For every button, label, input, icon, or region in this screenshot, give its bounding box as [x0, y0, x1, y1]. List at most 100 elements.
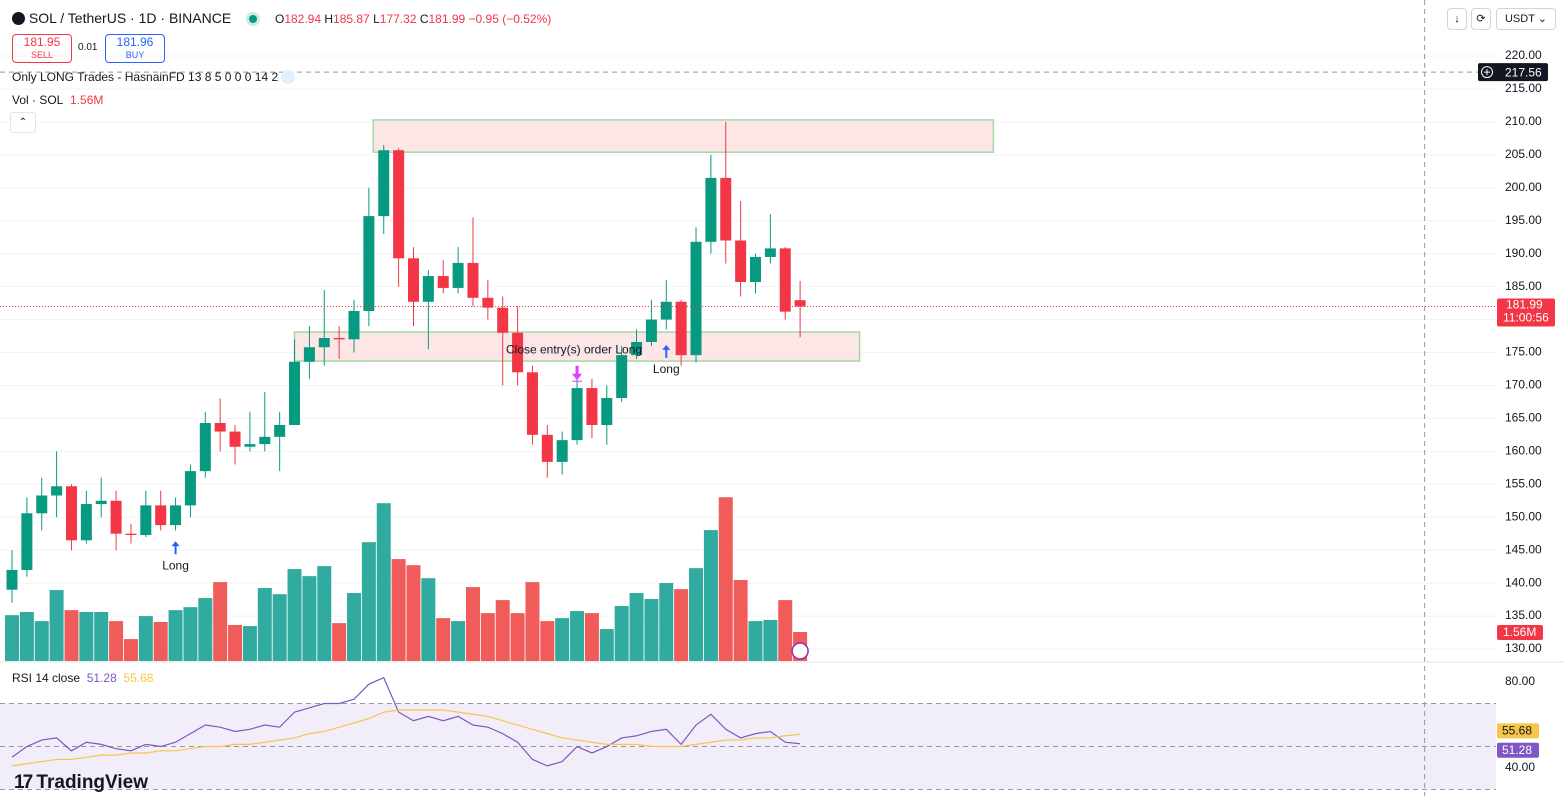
candle-body	[303, 347, 315, 362]
candle-body	[36, 495, 48, 514]
volume-bar	[347, 593, 362, 661]
volume-bar	[257, 588, 272, 661]
rsi-title: RSI 14 close	[12, 671, 81, 685]
volume-bar	[718, 497, 733, 661]
volume-bar	[213, 582, 228, 661]
candle-body	[541, 434, 553, 462]
candle-body	[779, 248, 791, 312]
strategy-legend[interactable]: Only LONG Trades - HasnainFD 13 8 5 0 0 …	[12, 70, 296, 84]
value-label: 51.28	[1502, 743, 1532, 757]
volume-bar	[733, 580, 748, 661]
collapse-button[interactable]: ⌃	[10, 112, 36, 133]
y-tick-label: 210.00	[1505, 114, 1542, 128]
y-tick-label: 170.00	[1505, 378, 1542, 392]
volume-label: 1.56M	[1503, 625, 1536, 639]
signal-label: Long	[653, 362, 680, 376]
crosshair-plus	[1481, 66, 1493, 79]
y-tick-label: 165.00	[1505, 411, 1542, 425]
candle-body	[170, 505, 182, 526]
volume-bar	[436, 618, 451, 661]
volume-bar	[49, 590, 64, 661]
zone	[293, 331, 861, 362]
candle-body	[601, 397, 613, 425]
volume-bar	[361, 542, 376, 661]
volume-bar	[64, 610, 79, 661]
y-tick-label: 205.00	[1505, 147, 1542, 161]
volume-bar	[703, 530, 718, 661]
ohlc-low: 177.32	[379, 12, 417, 26]
candle-body	[526, 372, 538, 435]
sell-price: 181.95	[23, 35, 61, 49]
volume-bar	[451, 621, 466, 661]
sell-button[interactable]: 181.95 SELL	[12, 34, 72, 63]
volume-bar	[79, 611, 94, 661]
volume-bar	[272, 594, 287, 661]
volume-bar	[228, 624, 243, 661]
candle-body	[155, 505, 167, 526]
candle-body	[80, 504, 92, 541]
candle-body	[705, 177, 717, 242]
symbol[interactable]: SOL / TetherUS · 1D · BINANCE	[28, 10, 232, 26]
y-tick-label: 200.00	[1505, 180, 1542, 194]
candle-body	[289, 361, 301, 425]
candle-body	[497, 307, 509, 333]
currency-button[interactable]: USDT ⌄	[1496, 8, 1556, 30]
refresh-button[interactable]: ⟳	[1471, 8, 1491, 30]
volume-bar	[406, 565, 421, 661]
candle-body	[720, 177, 732, 241]
volume-bar	[391, 559, 406, 661]
volume-value: 1.56M	[70, 93, 104, 107]
y-tick-label: 135.00	[1505, 608, 1542, 622]
ohlc-high: 185.87	[333, 12, 370, 26]
candle-body	[660, 301, 672, 320]
y-tick-label: 220.00	[1505, 48, 1542, 62]
ohlc-prefix: O	[274, 12, 285, 26]
candle-body	[452, 262, 464, 288]
candle-body	[645, 319, 657, 342]
value-label: 55.68	[1502, 723, 1532, 737]
y-tick-label: 175.00	[1505, 345, 1542, 359]
y-tick-label: 190.00	[1505, 246, 1542, 260]
ohlc-prefix: H	[324, 12, 334, 26]
volume-bar	[34, 621, 49, 661]
crosshair-plus	[1484, 69, 1490, 76]
volume-bar	[629, 593, 644, 661]
zone	[372, 119, 995, 153]
candle-body	[437, 276, 449, 288]
volume-bar	[480, 613, 495, 661]
candle-body	[259, 436, 271, 445]
volume-bar	[302, 576, 317, 661]
download-button[interactable]: ↓	[1447, 8, 1467, 30]
y-tick-label: 40.00	[1505, 760, 1535, 774]
branding: 17 TradingView	[14, 772, 148, 793]
ohlc: O182.94 H185.87 L177.32 C181.99 −0.95 (−…	[275, 12, 551, 26]
signal-arrow	[662, 344, 671, 358]
y-tick-label: 195.00	[1505, 213, 1542, 227]
candle-body	[229, 431, 241, 447]
volume-title: Vol · SOL	[12, 93, 64, 107]
signal-label: Long	[162, 558, 189, 572]
strategy: Only LONG Trades - HasnainFD 13 8 5 0 0 …	[12, 70, 279, 84]
volume-bar	[317, 566, 332, 661]
y-tick-label: 130.00	[1505, 641, 1542, 655]
volume-bar	[748, 621, 763, 661]
volume-bar	[763, 619, 778, 661]
candle-body	[51, 486, 63, 496]
volume-bar	[510, 613, 525, 661]
candle-body	[690, 241, 702, 356]
rsi-line	[11, 676, 801, 767]
candle-body	[333, 338, 345, 340]
buy-button[interactable]: 181.96 BUY	[105, 34, 165, 63]
volume-bar	[183, 607, 198, 661]
y-tick-label: 145.00	[1505, 542, 1542, 556]
y-tick-label: 155.00	[1505, 476, 1542, 490]
countdown: 11:00:56	[1503, 311, 1549, 325]
candle-body	[318, 338, 330, 348]
candle-body	[363, 216, 375, 311]
volume-bar	[584, 613, 599, 661]
candle-body	[407, 258, 419, 302]
value-label-box	[1497, 742, 1539, 758]
volume-bar	[109, 621, 124, 661]
